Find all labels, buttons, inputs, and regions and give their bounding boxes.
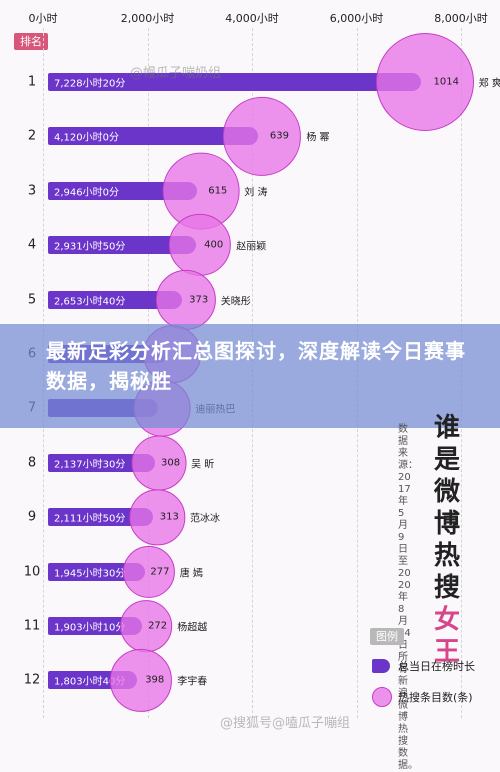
hours-label: 2,137小时30分 [54, 459, 126, 471]
hours-label: 2,111小时50分 [54, 513, 126, 525]
hours-bar [48, 127, 259, 146]
side-title: 谁是微博热搜女王 [430, 412, 464, 668]
person-name: 杨超越 [177, 622, 208, 634]
legend-label-count: 热搜条目数(条) [398, 691, 473, 704]
hours-bar [48, 236, 197, 255]
watermark-bottom: @搜狐号@嗑瓜子嘣组 [220, 716, 351, 731]
hours-bar [48, 562, 145, 581]
legend-bubble-swatch [372, 687, 392, 707]
rank-number: 5 [27, 292, 37, 308]
x-tick-label: 4,000小时 [225, 12, 279, 25]
rank-number: 11 [23, 618, 41, 634]
hours-label: 4,120小时0分 [54, 132, 119, 144]
count-bubble [122, 545, 175, 598]
x-tick-label: 0小时 [28, 12, 58, 25]
person-name: 李宇春 [177, 676, 208, 688]
side-title-accent: 女王 [433, 605, 460, 667]
rank-header: 排名 [14, 33, 48, 50]
count-label: 308 [161, 457, 181, 469]
rank-number: 8 [27, 455, 37, 471]
legend-label-hours: 总当日在榜时长 [398, 660, 475, 673]
hours-bar [48, 453, 155, 472]
source-note: 数据来源：2017年5月9日至2020年8月24日所有新浪微博热搜数据。 [398, 424, 418, 771]
hours-label: 2,653小时40分 [54, 296, 126, 308]
hours-bar [48, 508, 154, 527]
hours-label: 7,228小时20分 [54, 78, 126, 90]
headline-text: 最新足彩分析汇总图探讨，深度解读今日赛事数据，揭秘胜 [46, 339, 466, 393]
count-bubble [120, 600, 173, 652]
x-tick-label: 8,000小时 [434, 12, 488, 25]
chart-canvas: 排名 0小时 2,000小时 4,000小时 6,000小时 8,000小时 1 7,22… [0, 12, 500, 771]
count-label: 1014 [433, 76, 459, 88]
count-bubble [110, 649, 173, 712]
legend-bar-swatch [372, 659, 390, 673]
headline-banner [0, 324, 500, 428]
hours-label: 1,803小时40分 [54, 676, 126, 688]
person-name: 唐 嫣 [179, 568, 203, 580]
person-name: 关晓彤 [220, 296, 251, 308]
rank-number: 4 [27, 237, 37, 253]
count-bubble [155, 269, 216, 330]
count-label: 272 [148, 620, 168, 632]
rank-number: 1 [27, 74, 37, 90]
person-name: 赵丽颖 [236, 241, 267, 253]
hours-bar [48, 290, 182, 309]
rank-number: 12 [23, 672, 41, 688]
count-label: 615 [208, 185, 228, 197]
x-tick-label: 2,000小时 [120, 12, 175, 25]
x-tick-label: 6,000小时 [329, 12, 384, 25]
person-name: 杨 幂 [306, 132, 330, 144]
watermark-top: @幔瓜子嘣奶组 [130, 66, 222, 81]
person-name: 刘 涛 [244, 187, 268, 199]
person-name: 范冰冰 [189, 513, 220, 525]
hours-bar [48, 181, 197, 200]
count-bubble [169, 214, 232, 277]
count-bubble [131, 435, 187, 491]
hours-bar [48, 73, 421, 91]
count-label: 313 [159, 511, 179, 523]
count-label: 400 [204, 239, 224, 251]
hours-bar [48, 617, 143, 635]
person-name: 郑 爽 [478, 78, 500, 90]
side-title-main: 谁是微博热搜 [433, 413, 460, 603]
rank-number: 2 [27, 128, 37, 144]
count-bubble [129, 489, 185, 545]
rank-number: 3 [27, 183, 37, 199]
count-label: 398 [145, 674, 165, 686]
legend-title: 图例 [370, 628, 404, 645]
count-bubble [223, 97, 302, 176]
hours-label: 2,946小时0分 [54, 187, 119, 199]
hours-label: 1,903小时10分 [54, 622, 126, 634]
rank-number: 10 [23, 564, 41, 580]
rank-number: 9 [27, 509, 37, 525]
count-label: 373 [189, 294, 209, 306]
hours-label: 2,931小时50分 [54, 241, 126, 253]
hours-label: 1,945小时30分 [54, 568, 126, 580]
count-bubble [375, 33, 474, 131]
count-label: 639 [269, 130, 289, 142]
person-name: 吴 昕 [191, 459, 215, 471]
count-label: 277 [150, 566, 170, 578]
